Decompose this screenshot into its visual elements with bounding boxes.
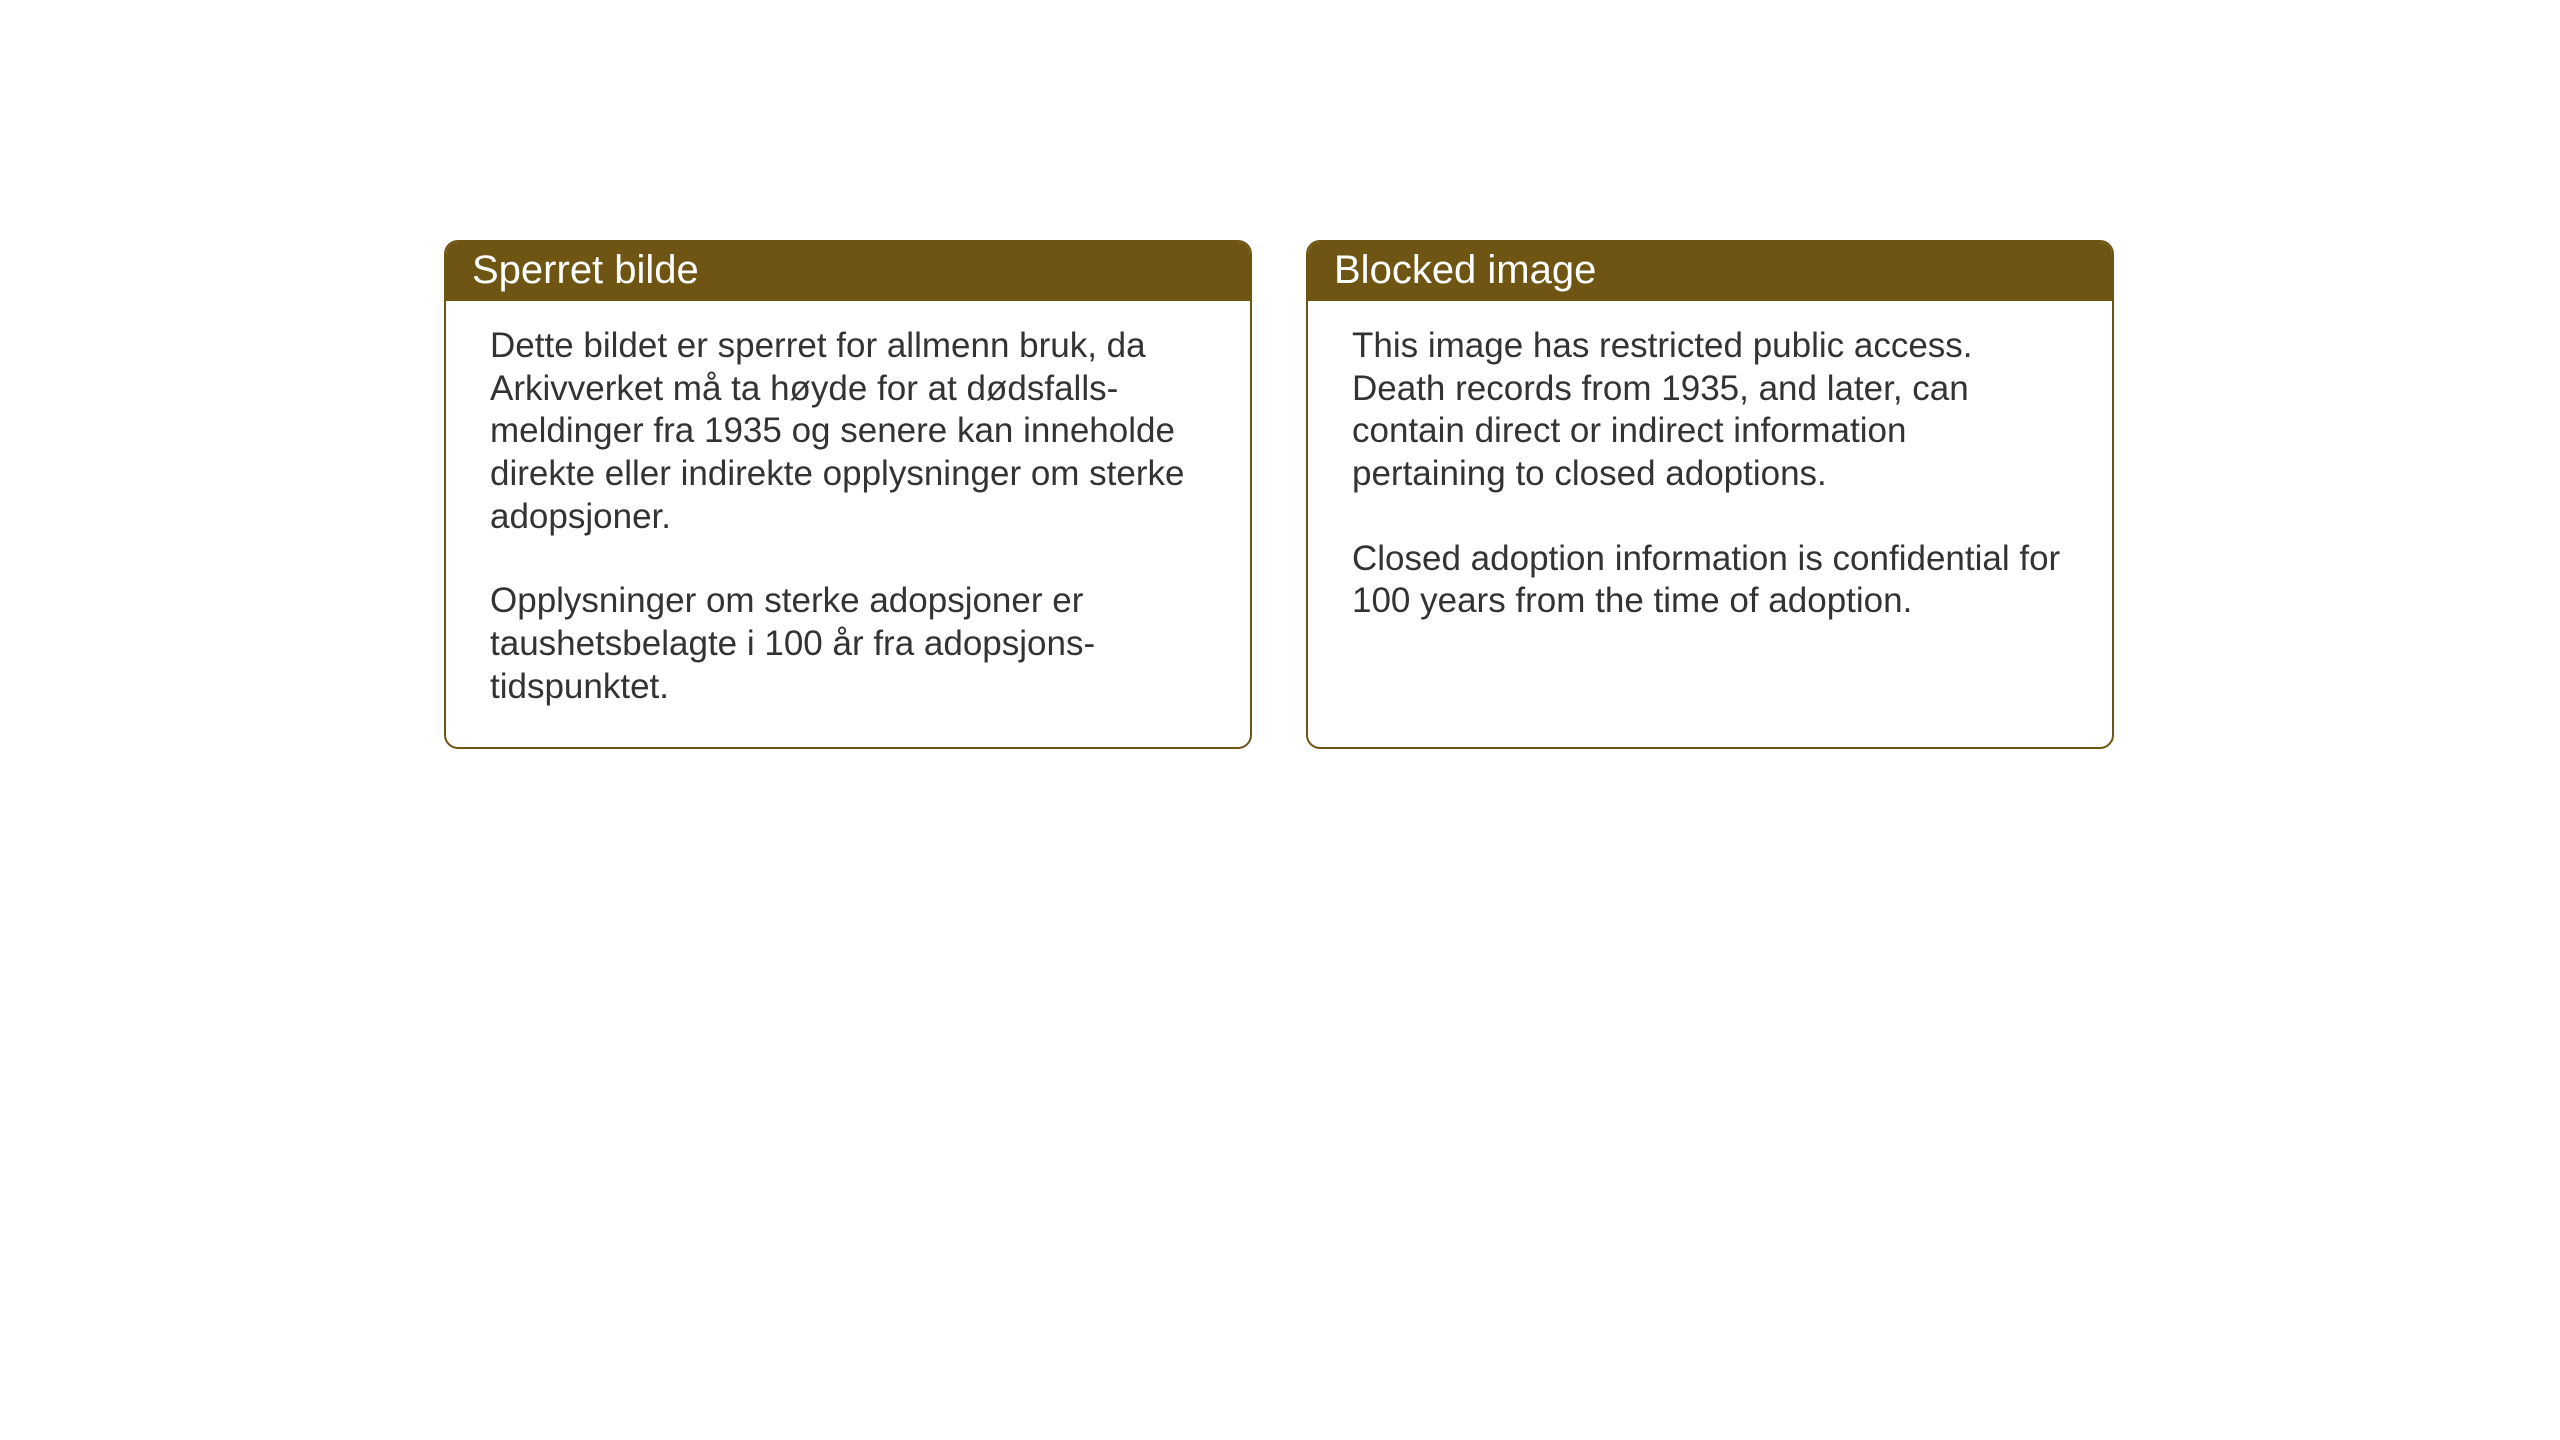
card-norwegian-para1: Dette bildet er sperret for allmenn bruk… [490,325,1206,538]
card-english-body: This image has restricted public access.… [1308,301,2112,747]
card-english-header: Blocked image [1308,242,2112,301]
card-norwegian-para2: Opplysninger om sterke adopsjoner er tau… [490,580,1206,708]
card-english-para2: Closed adoption information is confident… [1352,538,2068,623]
card-english: Blocked image This image has restricted … [1306,240,2114,749]
card-english-para1: This image has restricted public access.… [1352,325,2068,496]
card-norwegian-header: Sperret bilde [446,242,1250,301]
card-norwegian: Sperret bilde Dette bildet er sperret fo… [444,240,1252,749]
cards-container: Sperret bilde Dette bildet er sperret fo… [0,0,2560,749]
card-norwegian-body: Dette bildet er sperret for allmenn bruk… [446,301,1250,745]
